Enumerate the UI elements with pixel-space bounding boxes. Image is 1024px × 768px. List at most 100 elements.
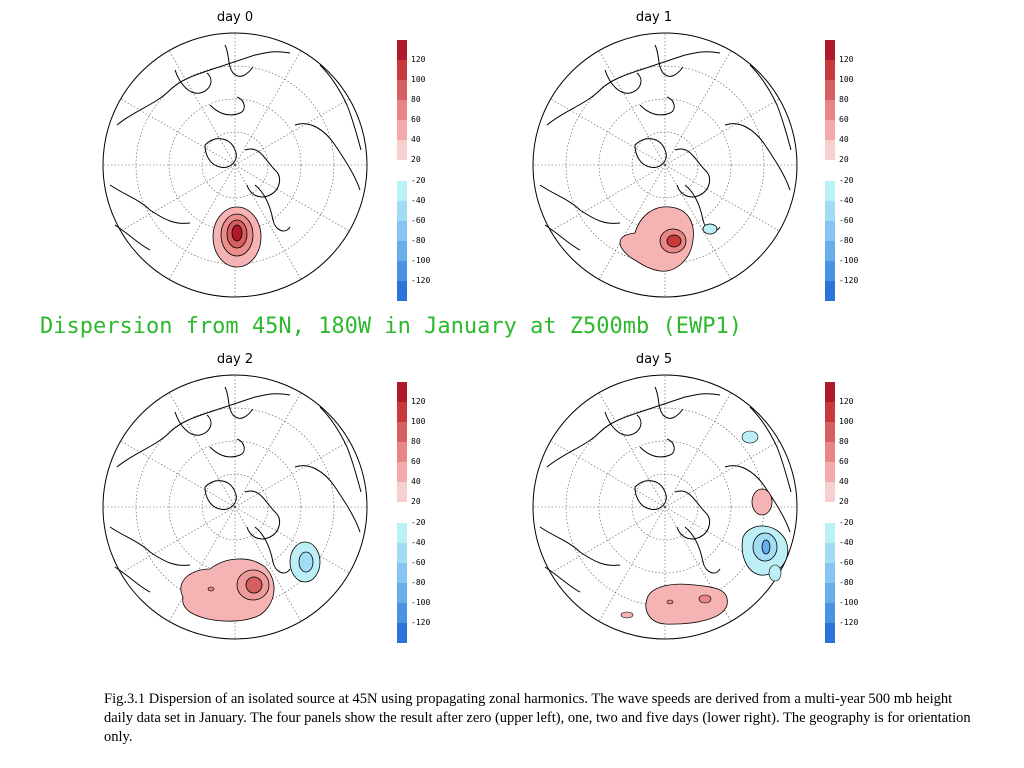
panel-title-day2: day 2 (216, 352, 254, 367)
colorbar-label: 80 (839, 437, 849, 446)
colorbar-swatch-positive (825, 140, 835, 160)
colorbar-swatch-negative (825, 583, 835, 603)
colorbar-swatch-positive (397, 80, 407, 100)
colorbar-label: -20 (411, 518, 426, 527)
colorbar-swatch-positive (825, 462, 835, 482)
colorbar-label: -60 (411, 558, 426, 567)
colorbar-swatch-negative (825, 221, 835, 241)
colorbar-swatch-positive (397, 60, 407, 80)
colorbar-label: 40 (411, 135, 421, 144)
panel-title-day0: day 0 (216, 10, 254, 25)
colorbar-label: -120 (411, 276, 431, 285)
colorbar-label: 120 (411, 55, 426, 64)
colorbar-swatch-negative (825, 281, 835, 301)
colorbar-label: -40 (839, 196, 854, 205)
colorbar-label: -100 (839, 598, 859, 607)
colorbar-swatch-positive (397, 140, 407, 160)
anomaly-negative-day1 (702, 223, 718, 235)
map-day2 (102, 374, 368, 640)
colorbar-swatch-negative (397, 261, 407, 281)
colorbar-label: 60 (839, 457, 849, 466)
colorbar-swatch-negative (397, 603, 407, 623)
colorbar-label: 60 (411, 457, 421, 466)
colorbar-swatch-negative (397, 583, 407, 603)
colorbar-label: 100 (411, 417, 426, 426)
colorbar-swatch-positive (397, 100, 407, 120)
colorbar-label: 80 (839, 95, 849, 104)
colorbar-swatch-negative (825, 563, 835, 583)
colorbar-swatch-negative (397, 543, 407, 563)
colorbar-label: -40 (839, 538, 854, 547)
colorbar-swatch-negative (397, 241, 407, 261)
colorbar-label: 100 (839, 417, 854, 426)
colorbar-swatch-negative (397, 201, 407, 221)
colorbar-swatch-positive (825, 382, 835, 402)
colorbar-swatch-negative (825, 241, 835, 261)
colorbar-swatch-positive (397, 462, 407, 482)
colorbar-label: -100 (839, 256, 859, 265)
colorbar-swatch-negative (397, 181, 407, 201)
colorbar-label: -20 (839, 176, 854, 185)
panel-title-day5: day 5 (635, 352, 673, 367)
colorbar-label: -120 (839, 618, 859, 627)
colorbar-swatch-negative (397, 523, 407, 543)
colorbar-label: 40 (839, 477, 849, 486)
panel-title-day1: day 1 (635, 10, 673, 25)
anomaly-negative-day2 (289, 541, 321, 583)
colorbar-swatch-negative (825, 523, 835, 543)
colorbar-label: -40 (411, 538, 426, 547)
colorbar-swatch-positive (825, 442, 835, 462)
colorbar-label: 60 (839, 115, 849, 124)
colorbar-swatch-positive (825, 422, 835, 442)
colorbar-label: 100 (411, 75, 426, 84)
colorbar-label: -60 (411, 216, 426, 225)
colorbar-label: 20 (839, 497, 849, 506)
colorbar-label: 120 (839, 397, 854, 406)
colorbar-label: 80 (411, 437, 421, 446)
colorbar-label: 80 (411, 95, 421, 104)
colorbar-label: -80 (839, 578, 854, 587)
colorbar-swatch-positive (397, 120, 407, 140)
colorbar-label: 100 (839, 75, 854, 84)
colorbar-swatch-positive (397, 402, 407, 422)
map-day0 (102, 32, 368, 298)
colorbar-label: 20 (839, 155, 849, 164)
colorbar-swatch-negative (825, 261, 835, 281)
colorbar-label: 120 (411, 397, 426, 406)
colorbar-label: -100 (411, 598, 431, 607)
anomaly-positive-day5 (620, 488, 773, 625)
colorbar-swatch-negative (397, 221, 407, 241)
figure-caption: Fig.3.1 Dispersion of an isolated source… (104, 691, 971, 745)
colorbar-label: 20 (411, 155, 421, 164)
colorbar-label: 120 (839, 55, 854, 64)
colorbar-label: -100 (411, 256, 431, 265)
map-day1 (532, 32, 798, 298)
colorbar-swatch-positive (825, 60, 835, 80)
colorbar-label: -60 (839, 216, 854, 225)
colorbar-label: -60 (839, 558, 854, 567)
anomaly-negative-day5 (741, 430, 789, 582)
colorbar-swatch-negative (825, 181, 835, 201)
colorbar-swatch-positive (397, 442, 407, 462)
anomaly-positive-day1 (619, 206, 694, 272)
colorbar-label: -40 (411, 196, 426, 205)
colorbar-swatch-positive (825, 100, 835, 120)
colorbar-label: 60 (411, 115, 421, 124)
colorbar-swatch-negative (397, 563, 407, 583)
colorbar-swatch-positive (825, 80, 835, 100)
colorbar-label: -120 (411, 618, 431, 627)
colorbar-label: 20 (411, 497, 421, 506)
colorbar-swatch-negative (825, 201, 835, 221)
colorbar-swatch-negative (397, 281, 407, 301)
colorbar-swatch-negative (825, 603, 835, 623)
colorbar-label: -80 (839, 236, 854, 245)
colorbar-swatch-negative (825, 543, 835, 563)
colorbar-label: 40 (411, 477, 421, 486)
colorbar-label: -80 (411, 578, 426, 587)
colorbar-label: -20 (411, 176, 426, 185)
colorbar-swatch-negative (397, 623, 407, 643)
colorbar-swatch-positive (397, 422, 407, 442)
colorbar-swatch-positive (825, 402, 835, 422)
colorbar-swatch-positive (825, 40, 835, 60)
colorbar-swatch-negative (825, 623, 835, 643)
